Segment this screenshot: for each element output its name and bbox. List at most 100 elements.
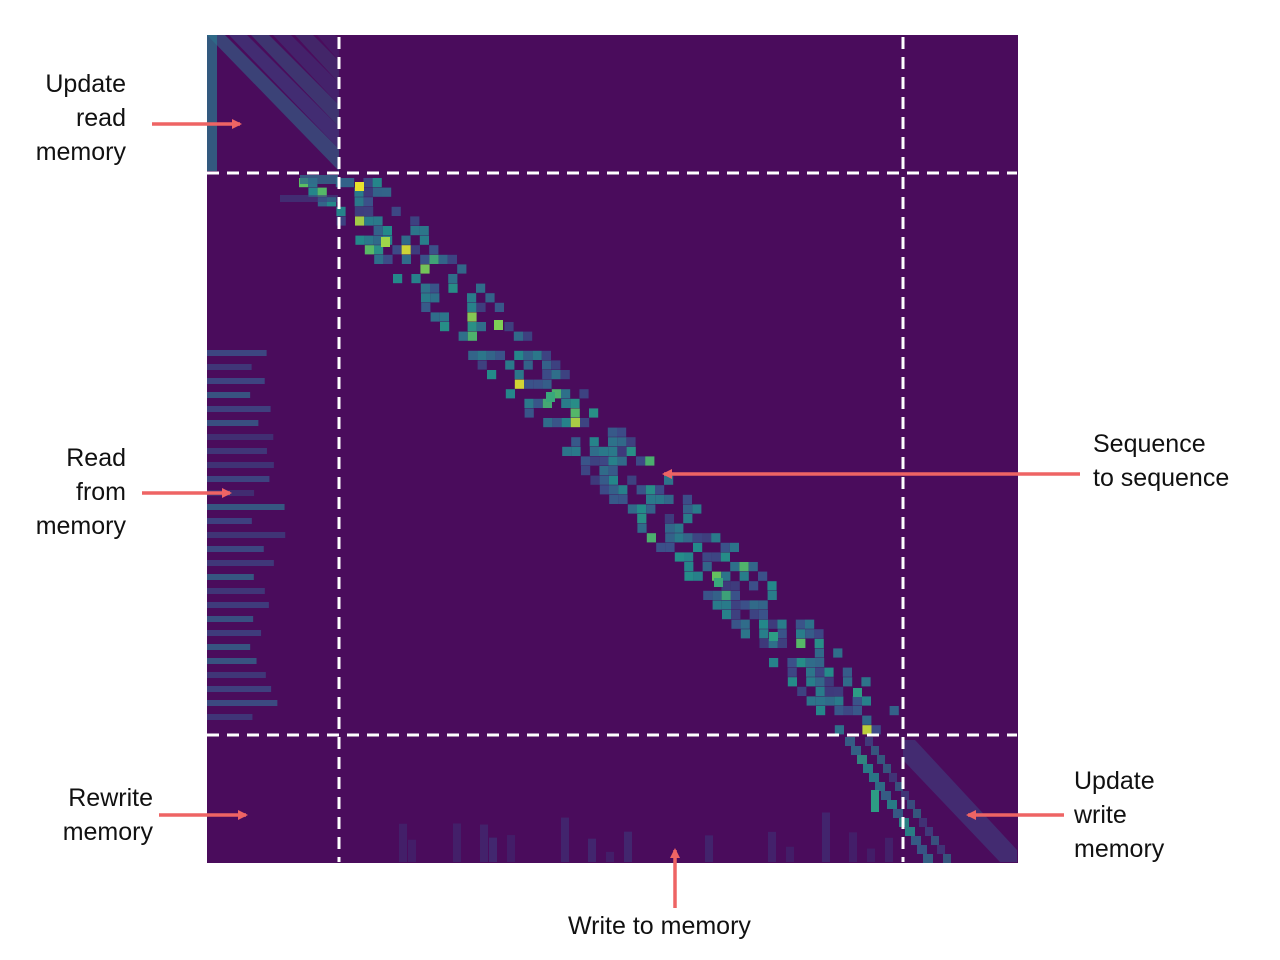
heatmap-cell xyxy=(382,226,392,236)
heatmap-cell xyxy=(476,322,486,332)
heatmap-cell xyxy=(588,838,596,862)
heatmap-cell xyxy=(354,187,364,197)
heatmap-cell xyxy=(420,264,430,274)
heatmap-cell xyxy=(430,293,440,303)
heatmap-cell xyxy=(300,175,338,184)
heatmap-cell xyxy=(467,322,477,332)
heatmap-cell xyxy=(355,216,365,226)
heatmap-cell xyxy=(740,619,750,629)
annotation-arrows xyxy=(142,119,1080,908)
heatmap-cell xyxy=(207,378,265,384)
heatmap-cell xyxy=(524,398,534,408)
heatmap-cell xyxy=(429,245,439,255)
heatmap-cell xyxy=(712,571,722,581)
heatmap-cell xyxy=(207,364,252,370)
heatmap-cell xyxy=(759,638,769,648)
heatmap-cell xyxy=(207,420,259,426)
heatmap-cell xyxy=(768,619,778,629)
heatmap-cell xyxy=(561,389,571,399)
heatmap-cell xyxy=(645,456,655,466)
heatmap-cell xyxy=(429,254,439,264)
heatmap-cell xyxy=(524,379,534,389)
heatmap-cell xyxy=(702,552,712,562)
heatmap-cell xyxy=(571,437,581,447)
heatmap-cell xyxy=(607,427,617,437)
heatmap-cell xyxy=(495,350,505,360)
heatmap-cell xyxy=(871,725,881,735)
heatmap-cell xyxy=(524,408,534,418)
heatmap-cell xyxy=(207,658,257,664)
heatmap-cell xyxy=(702,562,712,572)
heatmap-cell xyxy=(560,370,570,380)
heatmap-cell xyxy=(364,235,374,245)
heatmap-cell xyxy=(646,504,656,514)
heatmap-cell xyxy=(207,462,274,468)
heatmap-cell xyxy=(374,245,384,255)
heatmap-cell xyxy=(749,610,759,620)
heatmap-cell xyxy=(768,831,776,862)
heatmap-cell xyxy=(869,773,879,782)
heatmap-cell xyxy=(507,835,515,862)
heatmap-cell xyxy=(871,790,879,812)
heatmap-cell xyxy=(477,350,487,360)
heatmap-cell xyxy=(363,197,373,207)
heatmap-cell xyxy=(777,619,787,629)
heatmap-cell xyxy=(533,398,543,408)
heatmap-cell xyxy=(769,632,778,641)
heatmap-cell xyxy=(824,667,834,677)
heatmap-cell xyxy=(815,658,825,668)
heatmap-cell xyxy=(721,590,731,600)
heatmap-cell xyxy=(562,446,572,456)
heatmap-cell xyxy=(730,581,740,591)
heatmap-cell xyxy=(430,312,440,322)
heatmap-cell xyxy=(589,437,599,447)
heatmap-cell xyxy=(207,672,266,678)
heatmap-cell xyxy=(721,571,731,581)
heatmap-cell xyxy=(703,590,713,600)
heatmap-cell xyxy=(758,600,768,610)
heatmap-cell xyxy=(608,446,618,456)
label-line: Read xyxy=(66,444,126,472)
heatmap-cell xyxy=(851,746,861,755)
heatmap-cell xyxy=(448,283,458,293)
label-rewrite-memory: Rewrite memory xyxy=(63,781,153,849)
heatmap-cell xyxy=(570,408,580,418)
heatmap-cell xyxy=(636,485,646,495)
heatmap-cell xyxy=(814,629,824,639)
heatmap-cell xyxy=(364,245,374,255)
heatmap-cell xyxy=(795,619,805,629)
heatmap-cell xyxy=(551,360,561,370)
heatmap-cell xyxy=(608,456,618,466)
heatmap-cell xyxy=(448,274,458,284)
heatmap-cell xyxy=(693,542,703,552)
heatmap-cell xyxy=(627,475,637,485)
heatmap-cell xyxy=(410,216,420,226)
label-update-write-memory: Update write memory xyxy=(1074,764,1164,866)
heatmap-cell xyxy=(682,494,692,504)
heatmap-cell xyxy=(354,206,364,216)
heatmap-cell xyxy=(207,476,270,482)
heatmap-cell xyxy=(907,800,915,809)
heatmap-cell xyxy=(721,600,731,610)
heatmap-cell xyxy=(711,552,721,562)
heatmap-cell xyxy=(317,35,339,61)
heatmap-cell xyxy=(815,667,825,677)
heatmap-cell xyxy=(363,178,373,188)
heatmap-cell xyxy=(273,35,339,105)
heatmap-cell xyxy=(925,827,933,836)
heatmap-cell xyxy=(637,523,647,533)
heatmap-cell xyxy=(720,552,730,562)
heatmap-cell xyxy=(919,818,927,827)
heatmap-cell xyxy=(523,360,533,370)
heatmap-cell xyxy=(806,667,816,677)
heatmap-cell xyxy=(494,320,503,330)
heatmap-cell xyxy=(438,254,448,264)
heatmap-cell xyxy=(911,836,921,845)
heatmap-cell xyxy=(814,638,824,648)
heatmap-cell xyxy=(580,456,590,466)
heatmap-cell xyxy=(355,182,364,191)
heatmap-cell xyxy=(514,350,524,360)
heatmap-cell xyxy=(692,533,702,543)
heatmap-cell xyxy=(617,456,627,466)
